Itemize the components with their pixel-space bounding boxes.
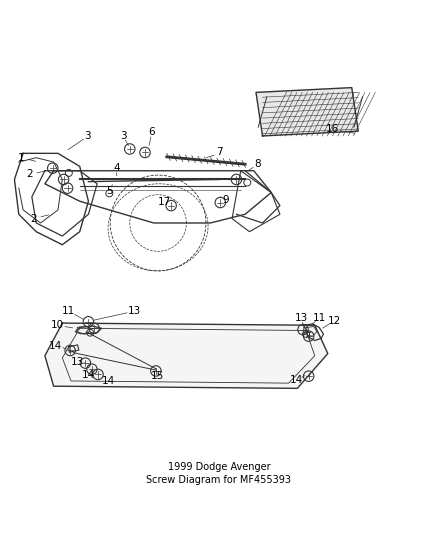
Text: 3: 3 bbox=[120, 131, 127, 141]
Text: 13: 13 bbox=[71, 357, 84, 367]
Text: 10: 10 bbox=[50, 320, 64, 330]
Text: 5: 5 bbox=[106, 186, 113, 196]
Polygon shape bbox=[45, 323, 328, 389]
Text: 11: 11 bbox=[62, 306, 75, 316]
Text: 13: 13 bbox=[127, 306, 141, 316]
Text: 7: 7 bbox=[215, 148, 223, 157]
Text: 4: 4 bbox=[113, 163, 120, 173]
Text: 2: 2 bbox=[31, 214, 37, 224]
Text: 16: 16 bbox=[325, 124, 339, 134]
Text: 14: 14 bbox=[82, 370, 95, 381]
Text: 14: 14 bbox=[101, 376, 115, 385]
Text: 1999 Dodge Avenger: 1999 Dodge Avenger bbox=[168, 462, 270, 472]
Text: 3: 3 bbox=[84, 131, 91, 141]
Text: 8: 8 bbox=[254, 159, 261, 169]
Text: 13: 13 bbox=[295, 313, 308, 323]
Text: Screw Diagram for MF455393: Screw Diagram for MF455393 bbox=[146, 475, 292, 484]
Text: 11: 11 bbox=[312, 313, 326, 323]
Text: 6: 6 bbox=[148, 127, 155, 138]
Text: 14: 14 bbox=[290, 375, 303, 385]
Text: 15: 15 bbox=[151, 371, 164, 381]
Text: 12: 12 bbox=[328, 316, 341, 326]
Polygon shape bbox=[256, 87, 358, 136]
Text: 2: 2 bbox=[26, 169, 33, 179]
Text: 14: 14 bbox=[49, 341, 63, 351]
Text: 9: 9 bbox=[222, 196, 229, 205]
Text: 17: 17 bbox=[158, 197, 171, 207]
Text: 1: 1 bbox=[18, 152, 24, 163]
